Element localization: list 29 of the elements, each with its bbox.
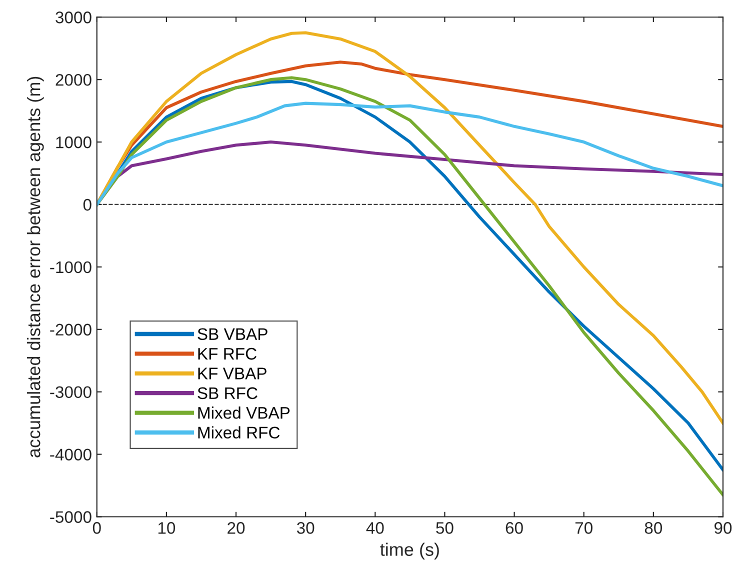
y-tick-label: -1000 — [50, 261, 92, 274]
legend-label: KF VBAP — [198, 368, 266, 380]
y-tick-label: 1000 — [56, 136, 92, 148]
x-tick-label: 10 — [158, 522, 176, 534]
legend-label: SB RFC — [198, 387, 258, 400]
line-series — [96, 102, 723, 206]
legend-label: Mixed RFC — [198, 426, 280, 439]
x-tick-label: 50 — [436, 522, 454, 534]
x-tick-label: 70 — [575, 522, 592, 534]
x-tick-label: 0 — [92, 522, 101, 534]
x-tick-label: 20 — [228, 522, 245, 534]
legend-label: KF RFC — [198, 348, 256, 360]
y-tick-label: 2000 — [56, 74, 92, 86]
y-tick-label: -5000 — [50, 511, 92, 523]
x-tick-label: 80 — [644, 522, 662, 534]
y-tick-label: 3000 — [56, 12, 92, 24]
x-tick-label: 40 — [366, 522, 384, 534]
x-axis-title: time (s) — [380, 542, 439, 560]
x-tick-label: 30 — [296, 522, 314, 534]
y-axis-title: accumulated distance error between agents (m) — [27, 76, 44, 458]
line-series — [96, 31, 723, 425]
legend-label: SB VBAP — [198, 328, 268, 340]
y-tick-label: -2000 — [50, 324, 92, 336]
y-tick-label: 0 — [83, 198, 92, 211]
y-tick-label: -4000 — [50, 448, 92, 461]
x-tick-label: 90 — [714, 522, 732, 534]
y-tick-label: -3000 — [50, 386, 92, 398]
legend-label: Mixed VBAP — [198, 406, 290, 419]
x-tick-label: 60 — [506, 522, 523, 534]
